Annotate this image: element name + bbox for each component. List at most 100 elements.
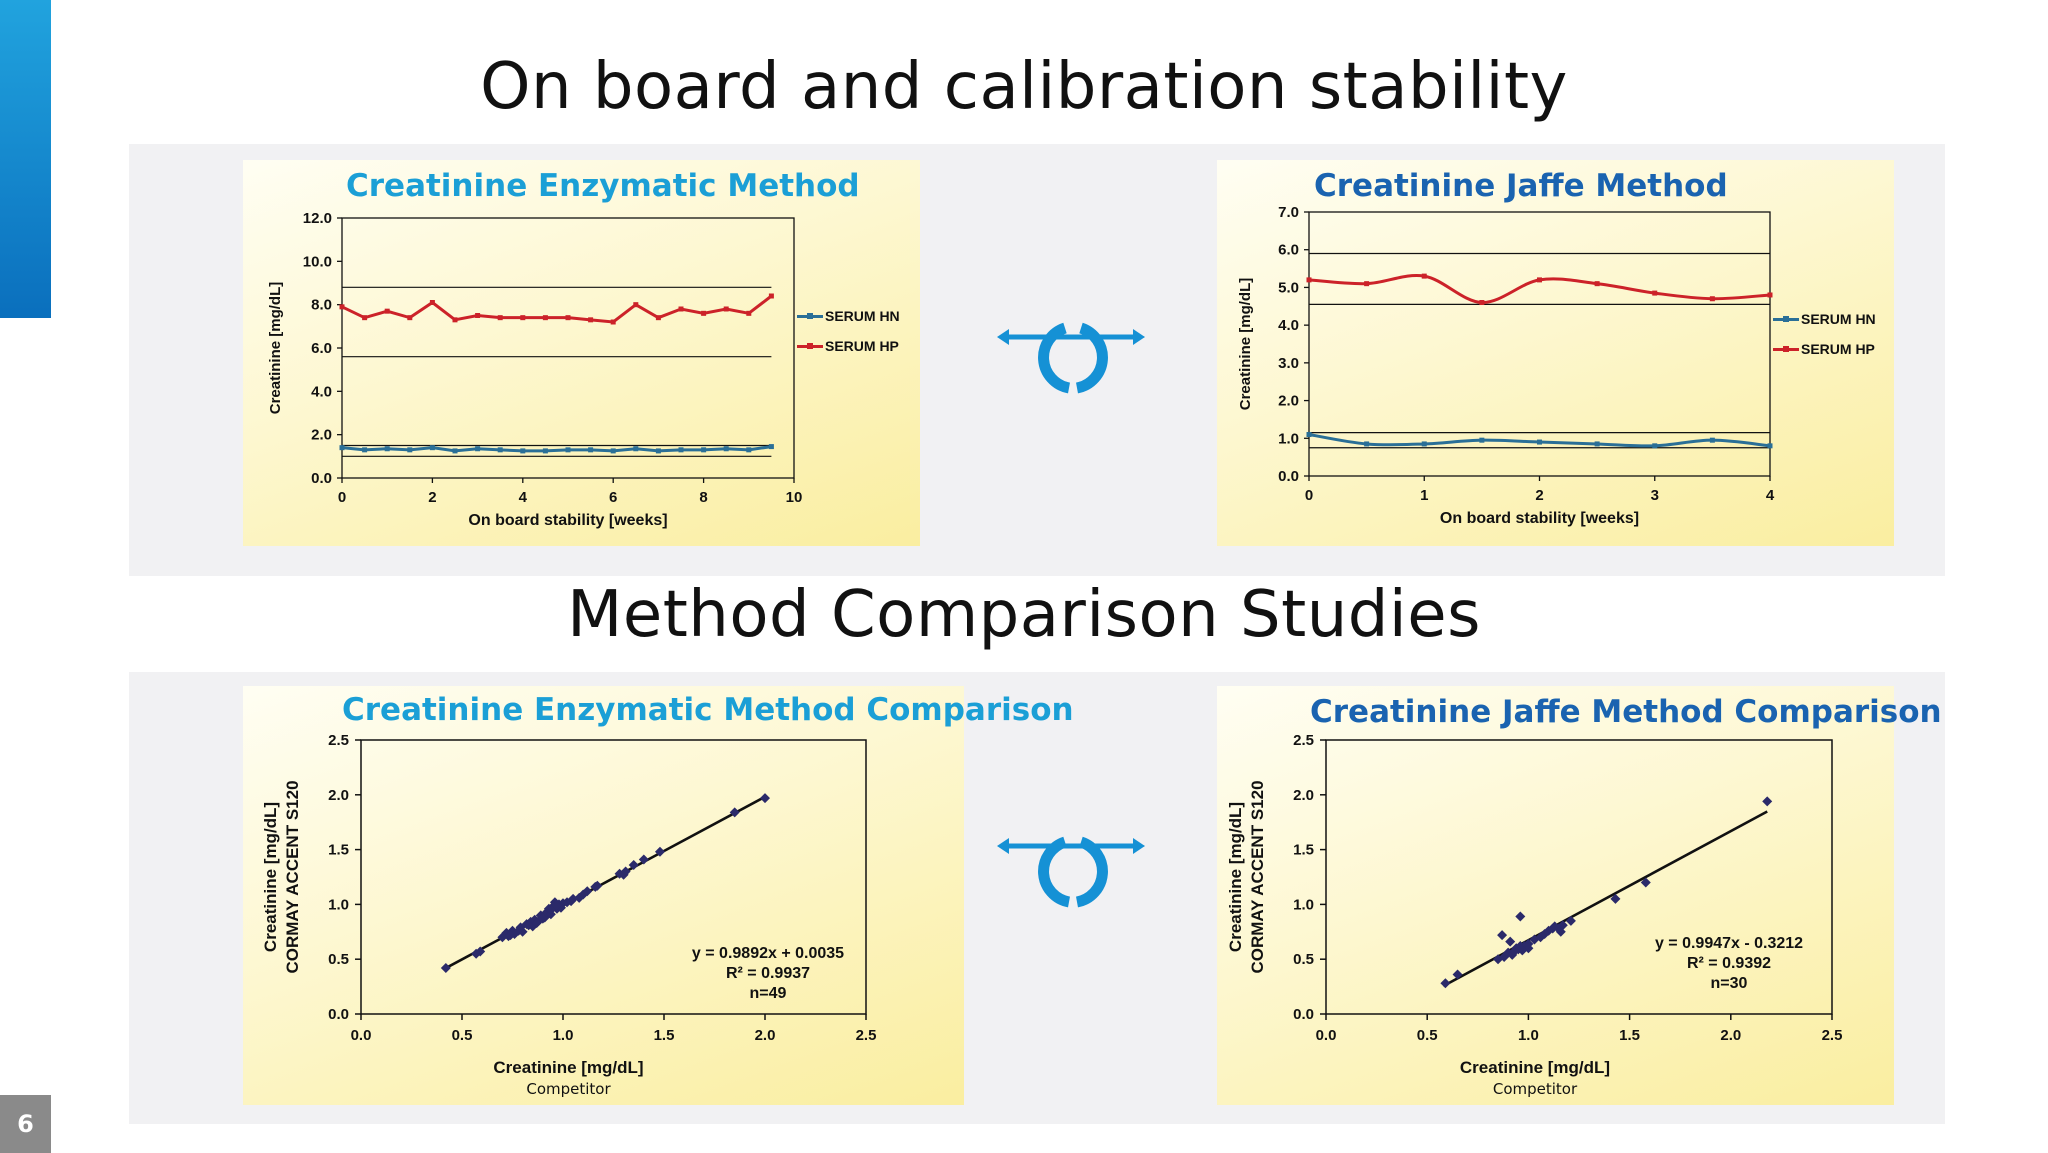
regression-annotation: y = 0.9947x - 0.3212 xyxy=(1655,935,1803,952)
data-point xyxy=(1440,978,1451,989)
data-point xyxy=(655,448,661,454)
data-point xyxy=(1306,432,1312,438)
data-point xyxy=(429,445,435,451)
data-point xyxy=(1479,300,1485,306)
data-point xyxy=(588,317,594,323)
x-tick-label: 0.0 xyxy=(351,1027,372,1044)
data-point xyxy=(362,315,368,321)
data-point xyxy=(542,315,548,321)
data-point xyxy=(520,315,526,321)
data-point xyxy=(537,913,548,924)
data-point xyxy=(655,315,661,321)
data-point xyxy=(566,896,577,907)
y-tick-label: 1.0 xyxy=(328,896,349,913)
y-tick-label: 12.0 xyxy=(303,210,332,227)
data-point xyxy=(1499,952,1510,963)
data-point xyxy=(1539,928,1550,939)
regression-annotation: n=49 xyxy=(750,985,787,1002)
data-point xyxy=(633,302,639,308)
x-tick-label: 2.0 xyxy=(1720,1027,1741,1044)
data-point xyxy=(407,315,413,321)
legend-item-serum-hn: SERUM HN xyxy=(797,301,900,331)
y-tick-label: 7.0 xyxy=(1278,204,1299,221)
data-point xyxy=(452,448,458,454)
data-point xyxy=(746,447,752,453)
x-tick-label: 1.0 xyxy=(1518,1027,1539,1044)
data-point xyxy=(1421,441,1427,447)
data-point xyxy=(678,447,684,453)
y-tick-label: 2.5 xyxy=(328,732,349,749)
data-point xyxy=(475,446,481,452)
data-point xyxy=(542,448,548,454)
chart-enzymatic-stability: Creatinine Enzymatic Method 0.0 2.0 4.0 6.0… xyxy=(243,160,920,546)
data-point xyxy=(768,293,774,299)
page-number: 6 xyxy=(0,1095,51,1153)
x-tick-label: 0.0 xyxy=(1316,1027,1337,1044)
data-point xyxy=(1610,893,1621,904)
data-point xyxy=(1565,915,1576,926)
data-point xyxy=(588,447,594,453)
y-tick-label: 0.5 xyxy=(328,951,349,968)
y-tick-label: 6.0 xyxy=(311,340,332,357)
y-tick-label: 5.0 xyxy=(1278,279,1299,296)
plot-frame xyxy=(1308,211,1771,477)
y-tick-label: 0.0 xyxy=(1293,1006,1314,1023)
data-point xyxy=(549,897,560,908)
data-point xyxy=(452,317,458,323)
x-tick-label: 2 xyxy=(428,489,436,506)
x-tick-label: 0 xyxy=(1305,487,1313,504)
x-tick-label: 1 xyxy=(1420,487,1428,504)
data-point xyxy=(701,447,707,453)
y-tick-label: 8.0 xyxy=(311,297,332,314)
data-point xyxy=(760,793,770,804)
data-point xyxy=(592,880,603,891)
legend-item-serum-hp: SERUM HP xyxy=(1773,334,1876,364)
data-point xyxy=(1306,277,1312,283)
chart-title: Creatinine Jaffe Method Comparison xyxy=(1310,694,1942,730)
x-tick-label: 4 xyxy=(1766,487,1775,504)
data-point xyxy=(531,918,542,929)
data-point xyxy=(339,304,345,310)
x-tick-label: 0 xyxy=(338,489,346,506)
y-axis-label: Creatinine [mg/dL] xyxy=(267,282,284,415)
chart-plot: 0.0 2.0 4.0 6.0 8.0 10.0 12.0 0 2 4 6 8 10 On board s… xyxy=(267,210,802,529)
chart-plot: 0.0 1.0 2.0 3.0 4.0 5.0 6.0 7.0 0 1 2 3 4 On board st… xyxy=(1237,204,1775,527)
data-point xyxy=(535,910,546,921)
y-axis-label: Creatinine [mg/dL] xyxy=(1226,802,1245,952)
plot-frame xyxy=(341,217,795,479)
data-point xyxy=(1555,926,1566,937)
data-point xyxy=(1515,911,1526,922)
data-point xyxy=(1497,930,1508,941)
legend-item-serum-hp: SERUM HP xyxy=(797,331,900,361)
x-tick-label: 3 xyxy=(1651,487,1659,504)
data-point xyxy=(1709,437,1715,443)
data-point xyxy=(610,319,616,325)
data-point xyxy=(440,962,451,973)
y-tick-label: 6.0 xyxy=(1278,242,1299,259)
data-point xyxy=(1762,796,1773,807)
legend-swatch xyxy=(1773,312,1799,326)
y-tick-label: 4.0 xyxy=(311,383,332,400)
series-line xyxy=(341,445,772,453)
legend-label: SERUM HP xyxy=(825,338,899,354)
data-point xyxy=(565,447,571,453)
legend-item-serum-hn: SERUM HN xyxy=(1773,304,1876,334)
x-tick-label: 8 xyxy=(699,489,707,506)
data-point xyxy=(729,807,740,818)
y-tick-label: 1.5 xyxy=(328,842,349,859)
data-point xyxy=(1364,441,1370,447)
heading-bottom: Method Comparison Studies xyxy=(567,578,1481,652)
data-point xyxy=(545,904,556,915)
y-tick-label: 1.0 xyxy=(1293,896,1314,913)
x-tick-label: 0.5 xyxy=(1417,1027,1438,1044)
x-tick-label: 2.5 xyxy=(856,1027,877,1044)
x-tick-label: 2.5 xyxy=(1822,1027,1843,1044)
y-tick-label: 10.0 xyxy=(303,253,332,270)
heading-top: On board and calibration stability xyxy=(480,50,1568,124)
data-point xyxy=(1523,938,1534,949)
y-tick-label: 3.0 xyxy=(1278,355,1299,372)
y-axis-label: CORMAY ACCENT S120 xyxy=(1248,780,1267,973)
regression-annotation: R² = 0.9392 xyxy=(1687,955,1771,972)
y-axis-label: Creatinine [mg/dL] xyxy=(261,802,280,952)
data-point xyxy=(384,446,390,452)
